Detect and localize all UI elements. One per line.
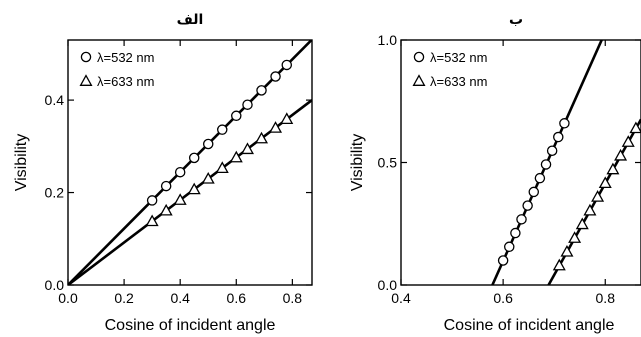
data-point-triangle [187, 182, 201, 195]
data-point-triangle [229, 150, 243, 163]
x-tick-label: 0.0 [58, 290, 78, 306]
data-point-circle [546, 145, 558, 156]
y-tick-label: 0.0 [378, 277, 398, 293]
data-point-circle [510, 227, 521, 239]
data-point-circle [231, 110, 242, 122]
data-point-circle [256, 85, 267, 96]
fit-line-2 [547, 118, 641, 285]
x-tick-label: 0.4 [170, 290, 190, 306]
data-point-circle [281, 59, 293, 71]
data-point-circle [174, 166, 186, 178]
data-point-triangle [560, 244, 574, 257]
legend-marker-circle [413, 51, 425, 63]
fit-line-1 [68, 40, 312, 285]
data-point-triangle [621, 135, 635, 147]
data-point-triangle [201, 171, 215, 184]
y-tick-label: 0.4 [45, 92, 65, 108]
data-point-triangle [614, 148, 628, 161]
x-tick-label: 0.8 [283, 290, 303, 306]
data-point-triangle [552, 258, 566, 271]
data-point-circle [217, 124, 228, 135]
data-point-triangle [159, 203, 173, 216]
data-point-triangle [173, 193, 187, 205]
data-point-triangle [145, 214, 159, 227]
data-point-circle [528, 186, 540, 198]
plot-frame [67, 39, 313, 286]
x-tick-label: 0.6 [227, 290, 247, 306]
data-point-triangle [606, 162, 620, 175]
legend-label: λ=532 nm [430, 50, 487, 65]
y-axis-title: Visibility [349, 134, 366, 192]
data-point-circle [242, 99, 253, 110]
data-point-triangle [269, 121, 283, 133]
data-point-circle [497, 255, 509, 266]
data-point-triangle [583, 203, 597, 216]
data-point-circle [540, 159, 552, 170]
legend-label: λ=532 nm [97, 50, 154, 65]
data-point-circle [559, 118, 570, 129]
data-point-circle [202, 138, 214, 150]
x-tick-label: 0.2 [114, 290, 134, 306]
legend-marker-triangle [79, 74, 93, 86]
data-point-circle [522, 200, 533, 211]
data-point-circle [160, 180, 172, 192]
data-point-triangle [575, 217, 589, 230]
data-point-circle [504, 241, 515, 253]
panel-title: الف [177, 12, 204, 28]
legend-marker-triangle [412, 74, 426, 86]
data-point-circle [534, 172, 546, 184]
x-tick-label: 0.8 [596, 290, 616, 306]
x-tick-label: 0.4 [391, 290, 411, 306]
data-point-circle [146, 195, 158, 206]
y-tick-label: 0.5 [378, 155, 398, 171]
data-point-triangle [240, 142, 254, 155]
x-axis-title: Cosine of incident angle [105, 317, 276, 334]
y-axis-title: Visibility [13, 134, 30, 192]
data-point-circle [553, 131, 564, 143]
x-tick-label: 0.6 [493, 290, 513, 306]
y-tick-label: 1.0 [378, 32, 398, 48]
x-axis-title: Cosine of incident angle [444, 317, 615, 334]
legend-marker-circle [80, 51, 92, 63]
data-point-triangle [568, 231, 582, 243]
data-point-circle [270, 71, 281, 82]
data-point-circle [188, 152, 200, 164]
data-point-triangle [280, 112, 294, 125]
legend-label: λ=633 nm [430, 74, 487, 89]
data-point-triangle [215, 161, 229, 174]
y-tick-label: 0.0 [45, 277, 65, 293]
chart-panel-alef: الف 0.0 0.2 0.4 0.6 0.8 0.0 0.2 0.4 Cosine of inc… [13, 12, 313, 334]
chart-panel-be: ب 0.4 0.6 0.8 0.0 0.5 1.0 Cosine of incident an… [349, 12, 641, 334]
panel-title: ب [509, 12, 523, 28]
legend-label: λ=633 nm [97, 74, 154, 89]
data-point-triangle [629, 121, 641, 134]
data-point-circle [516, 214, 527, 225]
data-point-triangle [598, 176, 612, 189]
y-tick-label: 0.2 [45, 185, 65, 201]
data-point-triangle [255, 131, 269, 144]
data-point-triangle [591, 190, 605, 202]
